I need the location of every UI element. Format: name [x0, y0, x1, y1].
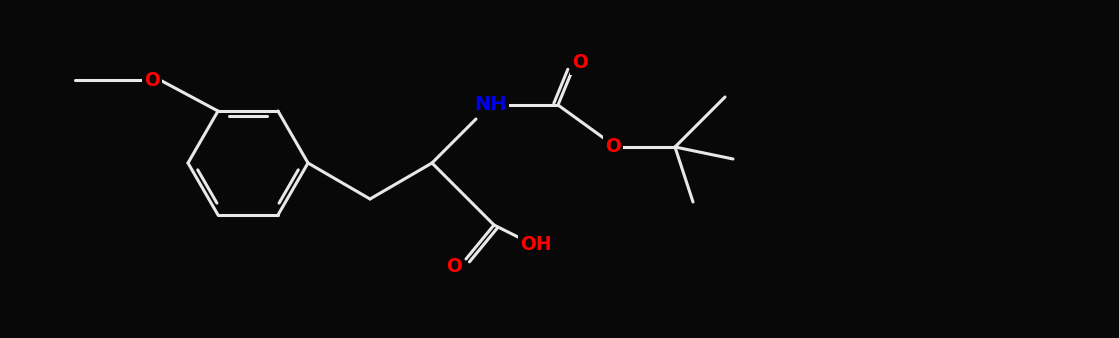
Text: O: O	[605, 138, 621, 156]
Text: O: O	[446, 258, 462, 276]
Text: O: O	[572, 53, 587, 72]
Text: OH: OH	[520, 236, 552, 255]
Text: O: O	[144, 71, 160, 90]
Text: NH: NH	[473, 96, 506, 115]
